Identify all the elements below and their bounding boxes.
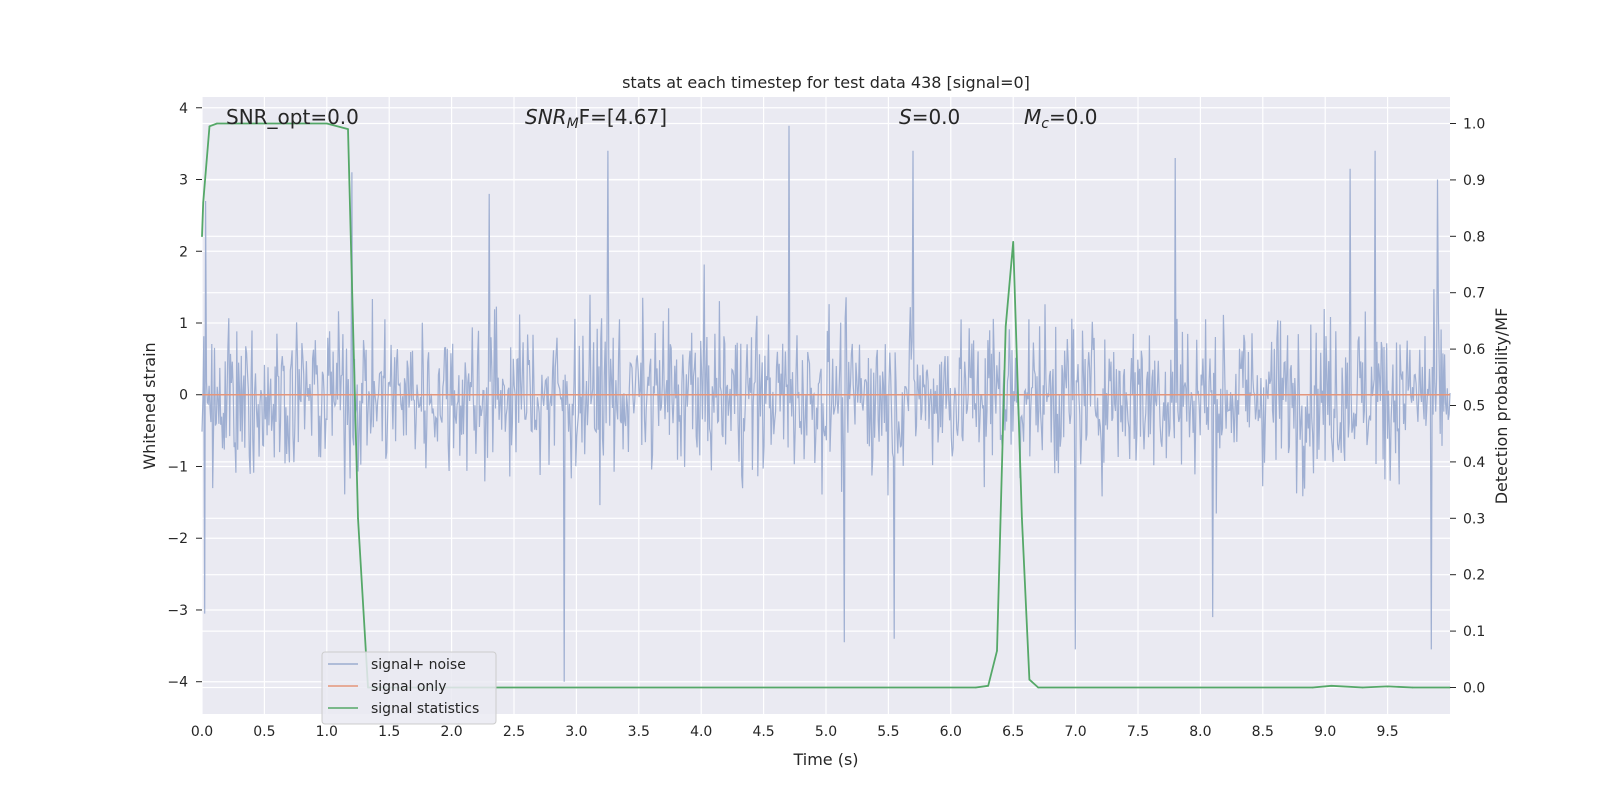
y-tick-labels: 4 3 2 1 0 −1 −2 −3 −4 [167,101,202,691]
x-tick-label: 1.5 [378,724,400,740]
signal-statistics-point [208,125,211,128]
signal-statistics-point [1037,686,1039,689]
annotation-snr-mf-sub: M [567,116,579,132]
y-tick-label: 0 [179,388,188,404]
x-tick-label: 4.5 [752,724,774,740]
noise-series-line [201,125,1451,682]
x-tick-label: 1.0 [316,724,338,740]
y2-tick-label: 0.7 [1463,286,1485,302]
signal-statistics-point [1311,686,1314,689]
x-tick-label: 9.0 [1314,724,1336,740]
x-tick-label: 4.0 [690,724,712,740]
annotation-mc-rest: =0.0 [1049,105,1098,129]
y2-tick-label: 0.4 [1463,455,1485,471]
annotation-snr-mf-base: SNR [525,105,567,129]
y-tick-label: 2 [179,244,188,260]
x-tick-label: 6.0 [940,724,962,740]
legend: signal+ noise signal only signal statist… [321,651,497,725]
y-tick-label: −4 [167,675,188,691]
y2-tick-label: 0.6 [1463,342,1485,358]
signal-statistics-point [347,128,349,130]
legend-label-signal-only: signal only [371,679,446,695]
signal-statistics-point [1361,686,1364,689]
x-axis-label: Time (s) [792,750,858,769]
x-tick-label: 7.0 [1064,724,1086,740]
signal-statistics-point [1012,241,1014,243]
x-tick-label: 0.5 [253,724,275,740]
signal-statistics-line [201,122,1450,689]
x-tick-label: 9.5 [1376,724,1398,740]
signal-statistics-point [996,650,998,652]
y-tick-label: −1 [167,459,188,475]
y-tick-label: 1 [179,316,188,332]
annotation-mc-sub: c [1041,116,1049,132]
x-tick-label: 3.5 [628,724,650,740]
y2-tick-labels: 1.0 0.9 0.8 0.7 0.6 0.5 0.4 0.3 0.2 0.1 0.0 [1450,117,1485,696]
y2-axis-label: Detection probability/MF [1492,308,1511,505]
y-tick-label: 3 [179,173,188,189]
y-axis-label: Whitened strain [140,342,159,469]
signal-statistics-point [202,201,204,204]
y-tick-label: 4 [179,101,188,117]
y2-tick-label: 0.9 [1463,173,1485,189]
chart-title: stats at each timestep for test data 438… [622,73,1030,92]
x-tick-label: 8.0 [1189,724,1211,740]
y-tick-label: −2 [167,531,188,547]
y2-tick-label: 1.0 [1463,117,1485,133]
y-tick-label: −3 [167,603,188,619]
x-tick-label: 8.5 [1252,724,1274,740]
signal-statistics-point [575,686,578,689]
signal-statistics-point [1386,685,1389,688]
signal-statistics-point [1330,685,1333,687]
legend-label-noise: signal+ noise [371,657,466,673]
y2-tick-label: 0.3 [1463,511,1485,527]
x-tick-label: 7.5 [1127,724,1149,740]
signal-statistics-point [263,122,266,125]
y2-tick-label: 0.5 [1463,399,1485,415]
x-tick-label: 0.0 [191,724,213,740]
annotation-snr-mf: SNRMF=[4.67] [525,105,667,132]
signal-statistics-point [201,235,203,238]
x-tick-label: 3.0 [565,724,587,740]
x-tick-label: 6.5 [1002,724,1024,740]
signal-statistics-point [357,517,359,520]
annotation-snr-mf-rest: F=[4.67] [579,105,667,129]
annotation-s-base: S [899,105,912,129]
noise-series-layer [201,125,1451,682]
annotation-s: S=0.0 [899,105,960,129]
signal-statistics-point [987,685,989,687]
x-tick-label: 5.5 [877,724,899,740]
legend-box [321,651,497,725]
y2-tick-label: 0.2 [1463,568,1485,584]
signal-statistics-point [1199,686,1202,689]
annotation-mc-base: M [1024,105,1041,129]
signal-statistics-point [216,122,218,125]
x-tick-labels: 0.0 0.5 1.0 1.5 2.0 2.5 3.0 3.5 4.0 4.5 5.0 5.5 6.0 6… [191,724,1399,740]
signal-statistics-point [975,686,977,689]
y2-tick-label: 0.8 [1463,229,1485,245]
signal-statistics-point [1021,517,1023,520]
annotation-s-rest: =0.0 [912,105,961,129]
grid-layer [201,97,1450,714]
y2-tick-label: 0.1 [1463,624,1485,640]
annotation-mc: Mc=0.0 [1024,105,1098,132]
x-tick-label: 5.0 [815,724,837,740]
signal-statistics-point [1004,325,1007,328]
signal-statistics-point [326,122,328,125]
legend-label-signal-statistics: signal statistics [371,701,479,717]
signal-statistics-point [1411,686,1414,689]
x-tick-label: 2.5 [503,724,525,740]
x-tick-label: 2.0 [440,724,462,740]
y2-tick-label: 0.0 [1463,680,1485,696]
signal-statistics-point [1028,678,1031,681]
annotation-snr-opt: SNR_opt=0.0 [226,105,359,129]
